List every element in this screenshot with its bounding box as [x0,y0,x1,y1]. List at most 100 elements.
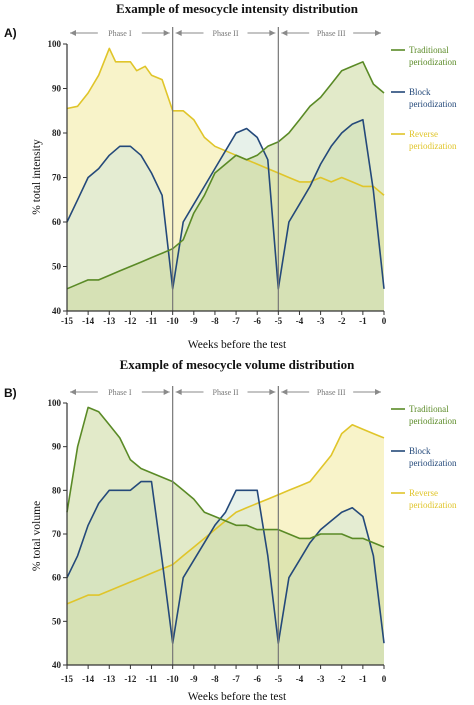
x-tick-label: -5 [275,316,283,326]
y-tick-label: 60 [52,573,62,583]
x-tick-label: -11 [146,316,158,326]
traditional-periodization-area [67,407,384,665]
block-periodization-legend-label: Block [409,446,431,456]
x-tick-label: -4 [296,316,304,326]
arrow-left-icon [281,389,288,395]
y-tick-label: 90 [52,442,62,452]
traditional-periodization-legend-label: Traditional [409,45,449,55]
phase-label-bg [309,27,354,38]
x-tick-label: -13 [103,316,115,326]
x-tick-label: -7 [232,674,240,684]
arrow-right-icon [375,30,381,36]
panel-label: A) [4,26,17,40]
block-periodization-line [66,480,385,645]
phase-2-arrow: Phase II [175,27,276,38]
phase-label: Phase III [317,388,346,397]
y-tick-label: 50 [52,616,62,626]
x-tick-label: -6 [253,316,261,326]
y-tick-label: 90 [52,84,62,94]
x-tick-label: -14 [82,316,94,326]
y-tick-label: 80 [52,128,62,138]
y-tick-label: 100 [48,39,62,49]
block-periodization-line [66,118,385,290]
phase-label: Phase II [213,29,239,38]
phase-1-arrow: Phase I [70,27,170,38]
reverse-periodization-legend-label: periodization [409,500,457,510]
arrow-left-icon [70,30,76,36]
reverse-periodization-legend-label: Reverse [409,129,438,139]
arrow-right-icon [163,30,170,36]
x-axis-label: Weeks before the test [188,339,287,351]
reverse-periodization-legend-label: Reverse [409,488,438,498]
phase-label: Phase II [213,388,239,397]
arrow-left-icon [175,30,182,36]
x-tick-label: -12 [124,674,136,684]
block-periodization-legend-label: Block [409,87,431,97]
phase-label: Phase I [108,388,132,397]
legend: Traditional periodization Block periodizati… [391,45,457,151]
x-tick-label: -14 [82,674,94,684]
y-tick-label: 70 [52,529,62,539]
x-tick-label: -8 [211,316,219,326]
y-tick-label: 80 [52,485,62,495]
x-axis-label: Weeks before the test [188,691,287,703]
traditional-periodization-line [66,60,385,290]
arrow-right-icon [269,30,276,36]
series-areas [67,407,384,665]
chart-title: Example of mesocycle intensity distribut… [116,1,359,16]
x-tick-label: -9 [190,674,198,684]
x-tick-label: -3 [317,316,325,326]
phase-label-bg [309,386,354,397]
y-tick-label: 70 [52,173,62,183]
series-lines [66,406,385,645]
phase-1-arrow: Phase I [70,386,170,397]
x-tick-label: -11 [146,674,158,684]
y-tick-label: 60 [52,217,62,227]
traditional-periodization-area [67,61,384,311]
reverse-periodization-legend-label: periodization [409,141,457,151]
block-periodization-legend-label: periodization [409,99,457,109]
arrow-left-icon [281,30,288,36]
x-tick-label: -10 [167,674,179,684]
phase-label: Phase III [317,29,346,38]
panel-label: B) [4,386,17,400]
y-tick-label: 40 [52,660,62,670]
phase-dividers [172,386,279,665]
arrow-right-icon [269,389,276,395]
phase-arrows: Phase I Phase II Phase III [70,27,381,38]
arrow-left-icon [175,389,182,395]
phase-label-bg [203,27,248,38]
series-lines [66,47,385,290]
x-tick-label: -8 [211,674,219,684]
volume-chart: Example of mesocycle volume distribution… [4,357,457,703]
phase-2-arrow: Phase II [175,386,276,397]
x-tick-label: 0 [382,316,387,326]
traditional-periodization-legend-label: periodization [409,57,457,67]
series-areas [67,48,384,312]
traditional-periodization-line [66,406,385,548]
x-tick-label: -1 [359,316,367,326]
x-tick-label: -15 [61,316,73,326]
traditional-periodization-legend-label: periodization [409,416,457,426]
phase-label-bg [97,27,142,38]
phase-label-bg [203,386,248,397]
x-tick-label: -10 [167,316,179,326]
x-tick-label: -7 [232,316,240,326]
arrow-left-icon [70,389,76,395]
legend: Traditional periodization Block periodizati… [391,404,457,510]
y-axis-label: % total intensity [31,139,43,215]
x-tick-label: -15 [61,674,73,684]
chart-title: Example of mesocycle volume distribution [120,357,355,372]
x-tick-label: -5 [275,674,283,684]
x-tick-label: -6 [253,674,261,684]
phase-label: Phase I [108,29,132,38]
phase-label-bg [97,386,142,397]
phase-dividers [172,27,279,311]
x-tick-label: -12 [124,316,136,326]
x-tick-label: -2 [338,674,346,684]
y-tick-label: 100 [48,398,62,408]
x-tick-label: -2 [338,316,346,326]
